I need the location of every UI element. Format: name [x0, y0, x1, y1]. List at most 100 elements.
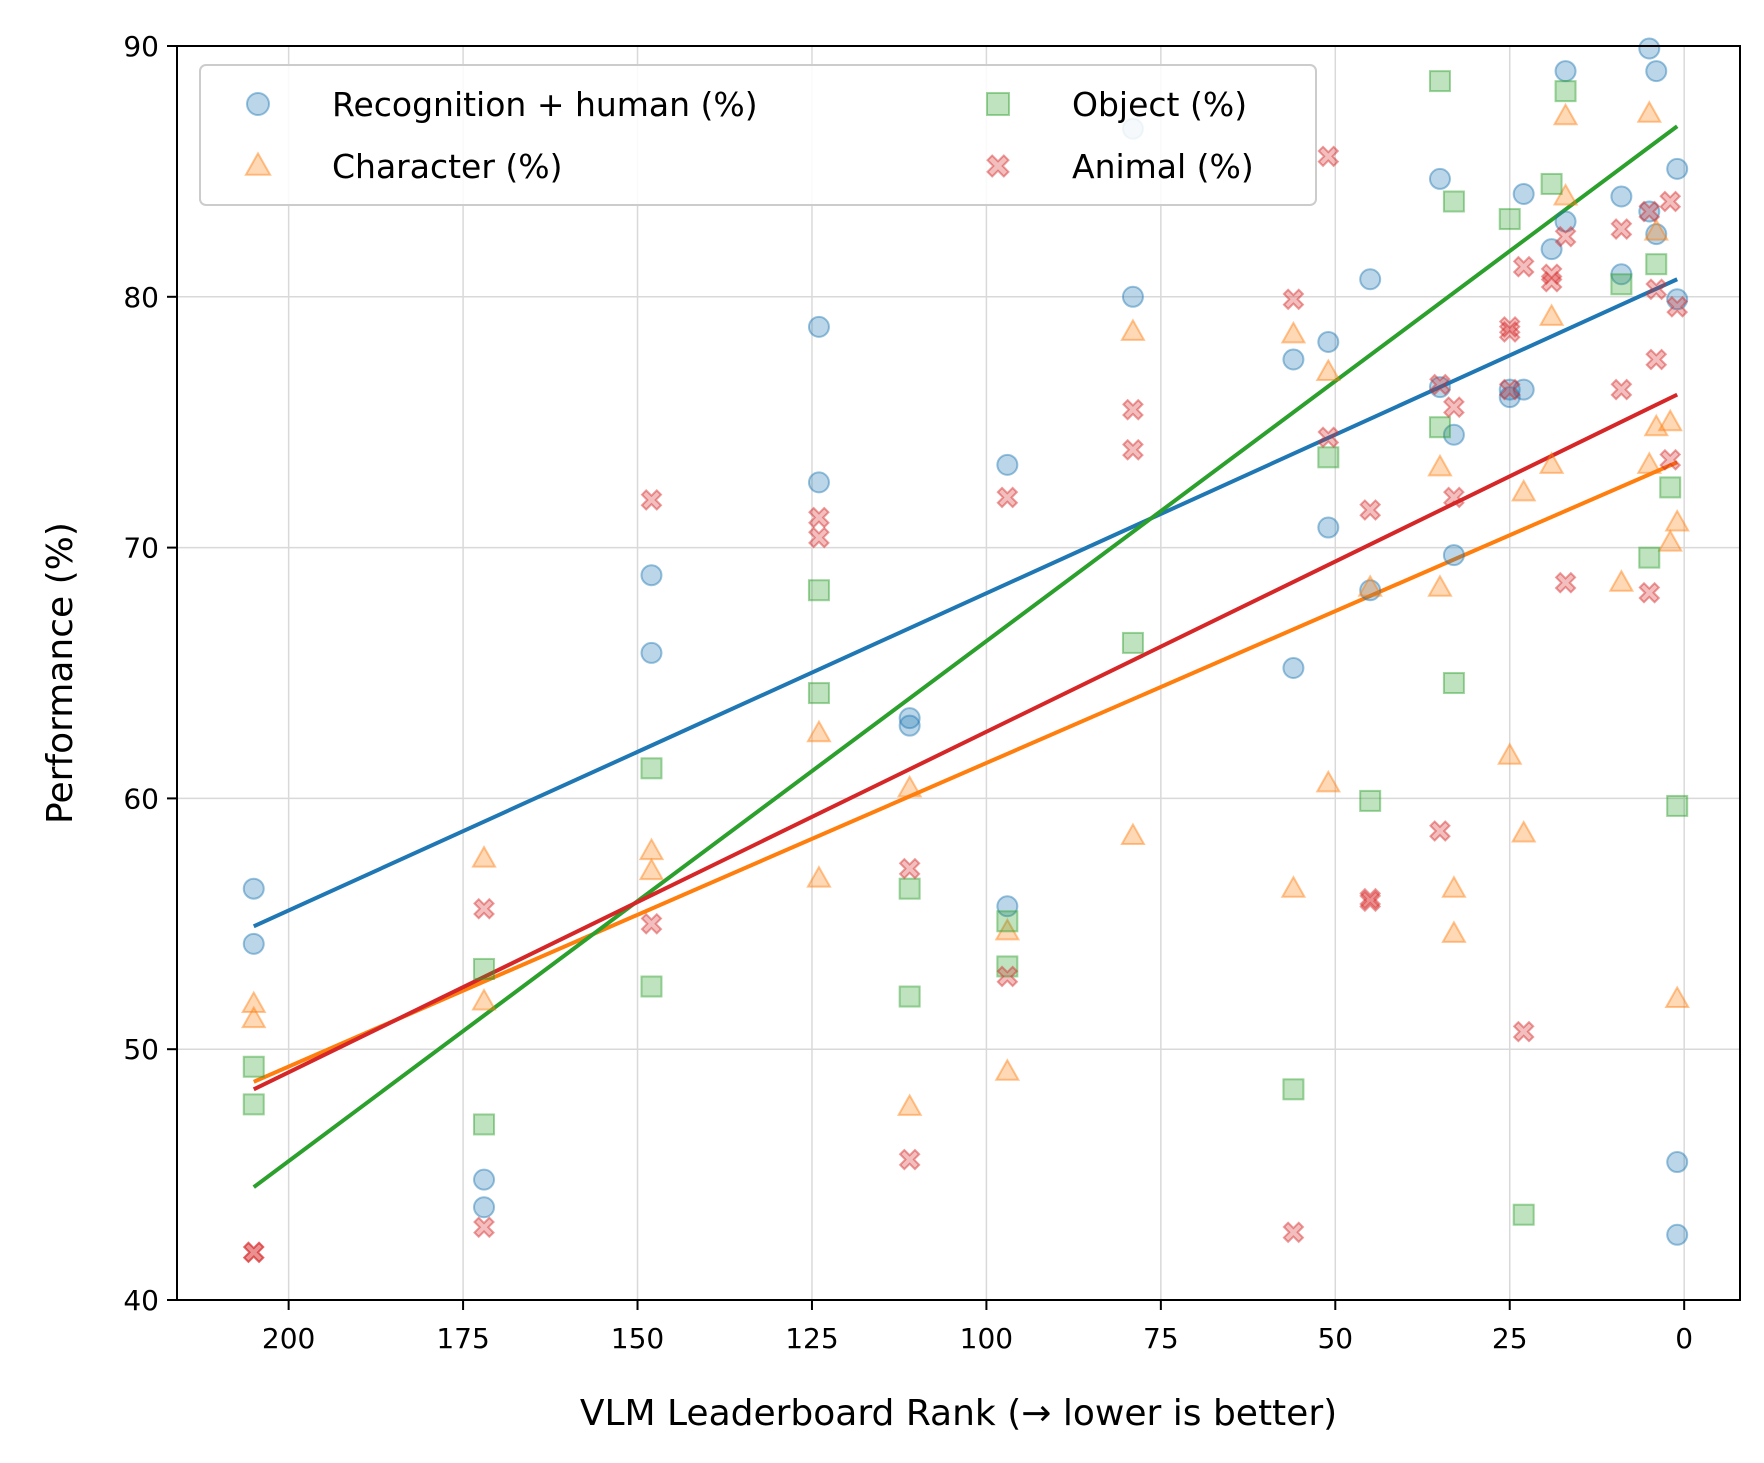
- x-axis-label: VLM Leaderboard Rank (→ lower is better): [580, 1393, 1337, 1434]
- y-axis-label: Performance (%): [40, 522, 81, 824]
- data-point-square: [640, 975, 663, 998]
- data-point-x: [1359, 890, 1382, 913]
- y-tick-label: 60: [123, 782, 159, 815]
- x-tick-label: 200: [262, 1322, 315, 1355]
- data-point-triangle: [1315, 358, 1342, 382]
- legend-marker-circle: [246, 92, 270, 116]
- x-tick-label: 75: [1143, 1322, 1179, 1355]
- data-point-circle: [1428, 376, 1451, 399]
- data-point-circle: [1638, 200, 1661, 223]
- data-point-circle: [1666, 1151, 1689, 1174]
- data-point-x: [1638, 200, 1661, 223]
- data-point-square: [1442, 190, 1465, 213]
- x-tick-label: 175: [436, 1322, 489, 1355]
- data-point-x: [808, 526, 830, 549]
- data-point-circle: [898, 707, 921, 730]
- data-point-circle: [807, 315, 830, 338]
- data-point-triangle: [1538, 303, 1565, 326]
- x-axis-ticks: 200 175 150 125 100 75 50 25 0: [262, 1300, 1693, 1355]
- data-point-x: [996, 486, 1019, 509]
- data-point-circle: [1512, 182, 1535, 205]
- data-point-square: [1442, 672, 1465, 695]
- data-point-x: [1638, 581, 1661, 604]
- data-point-x: [1443, 486, 1465, 509]
- plot-frame: [176, 45, 1741, 1301]
- data-point-square: [1428, 416, 1451, 439]
- legend-label: Object (%): [1072, 85, 1247, 124]
- data-point-triangle: [471, 988, 497, 1011]
- data-point-x: [1317, 426, 1340, 449]
- data-point-square: [996, 955, 1019, 978]
- data-point-x: [1610, 378, 1633, 401]
- data-point-x: [1317, 145, 1340, 168]
- data-point-circle: [1645, 60, 1668, 83]
- data-point-x: [1540, 263, 1563, 286]
- grid: [177, 45, 1740, 1301]
- x-tick-label: 25: [1492, 1322, 1528, 1355]
- data-point-x: [898, 857, 921, 880]
- data-points: [241, 37, 1690, 1264]
- data-point-circle: [242, 932, 265, 955]
- data-point-triangle: [1357, 574, 1383, 597]
- data-point-triangle: [1664, 508, 1690, 532]
- data-point-triangle: [1280, 875, 1307, 898]
- data-point-x: [1359, 887, 1382, 910]
- data-point-triangle: [1497, 742, 1523, 765]
- data-point-triangle: [806, 865, 832, 888]
- x-tick-label: 50: [1317, 1322, 1353, 1355]
- data-point-x: [898, 1148, 921, 1171]
- data-point-x: [473, 1216, 495, 1239]
- data-point-x: [1610, 218, 1633, 240]
- data-point-triangle: [1664, 985, 1690, 1009]
- data-point-circle: [996, 453, 1019, 476]
- data-point-x: [1282, 1221, 1305, 1244]
- data-point-triangle: [1643, 413, 1669, 437]
- data-point-triangle: [896, 774, 923, 798]
- data-point-triangle: [1510, 478, 1537, 502]
- data-point-square: [1121, 631, 1144, 654]
- data-point-triangle: [1552, 102, 1579, 126]
- data-point-square: [1428, 70, 1451, 93]
- data-point-square: [1359, 789, 1382, 812]
- data-point-x: [1122, 398, 1144, 421]
- data-point-circle: [473, 1168, 496, 1191]
- trend-line: [252, 124, 1679, 1189]
- data-point-triangle: [994, 917, 1021, 941]
- data-point-triangle: [241, 990, 267, 1014]
- data-point-circle: [996, 895, 1019, 918]
- y-tick-label: 80: [123, 281, 159, 314]
- data-point-triangle: [241, 1005, 267, 1029]
- data-point-x: [1498, 378, 1521, 401]
- data-point-circle: [1121, 285, 1144, 308]
- data-point-x: [1512, 1020, 1535, 1043]
- data-point-square: [242, 1093, 265, 1116]
- data-point-triangle: [1315, 769, 1342, 793]
- data-point-circle: [640, 641, 663, 664]
- data-point-circle: [1498, 386, 1521, 409]
- data-point-circle: [1610, 263, 1633, 286]
- legend-marker-x: [986, 154, 1010, 178]
- data-point-circle: [1359, 579, 1382, 602]
- data-point-circle: [1610, 185, 1633, 208]
- y-tick-label: 90: [123, 30, 159, 63]
- data-point-triangle: [1280, 320, 1307, 344]
- data-point-x: [1554, 225, 1577, 248]
- y-axis-ticks: 40 50 60 70 80 90: [123, 30, 177, 1317]
- data-point-square: [1638, 546, 1661, 569]
- x-tick-label: 125: [785, 1322, 838, 1355]
- data-point-triangle: [1441, 920, 1467, 943]
- data-point-circle: [473, 1196, 496, 1219]
- data-point-square: [1540, 172, 1563, 195]
- data-point-triangle: [1657, 408, 1683, 432]
- x-tick-label: 150: [611, 1322, 664, 1355]
- legend-label: Animal (%): [1072, 147, 1254, 186]
- data-point-triangle: [471, 845, 497, 868]
- data-point-circle: [1317, 516, 1340, 539]
- data-point-circle: [1282, 348, 1305, 371]
- x-tick-label: 100: [960, 1322, 1013, 1355]
- data-point-square: [473, 957, 496, 980]
- data-point-x: [1645, 278, 1668, 301]
- data-point-x: [1429, 373, 1451, 396]
- data-point-x: [242, 1241, 265, 1264]
